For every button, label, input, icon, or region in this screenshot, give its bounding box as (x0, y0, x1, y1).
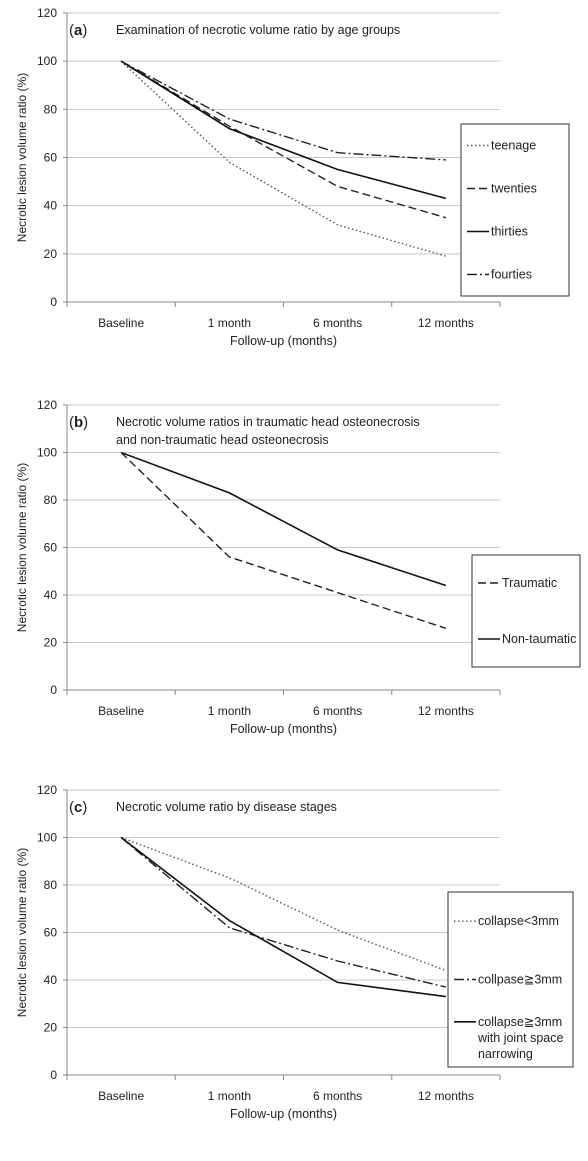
y-tick-label: 0 (50, 295, 57, 309)
chart-title: and non-traumatic head osteonecrosis (116, 433, 329, 447)
x-tick-label: 6 months (313, 1089, 362, 1103)
legend-label: fourties (491, 268, 532, 282)
y-tick-label: 80 (44, 102, 58, 116)
x-tick-label: Baseline (98, 1089, 144, 1103)
legend-label: thirties (491, 225, 528, 239)
chart-title: Examination of necrotic volume ratio by … (116, 23, 400, 37)
y-tick-label: 60 (44, 926, 58, 940)
chart-title: Necrotic volume ratios in traumatic head… (116, 415, 420, 429)
series-line-1 (120, 836, 447, 972)
series-line-3 (120, 836, 447, 998)
x-axis-label: Follow-up (months) (230, 1107, 337, 1121)
y-tick-label: 100 (37, 54, 57, 68)
legend-label: collapse≧3mm (478, 1015, 562, 1029)
y-tick-label: 120 (37, 783, 57, 797)
y-tick-label: 20 (44, 636, 58, 650)
series-line-2 (120, 60, 447, 219)
legend-label: twenties (491, 182, 537, 196)
x-tick-label: 6 months (313, 704, 362, 718)
legend-label: narrowing (478, 1047, 533, 1061)
series-line-2 (120, 836, 447, 988)
y-tick-label: 0 (50, 683, 57, 697)
panel-c: 0 20 40 60 80 100 120 Baseline 1 month 6 months 12… (15, 783, 574, 1121)
x-axis-label: Follow-up (months) (230, 722, 337, 736)
x-tick-label: 6 months (313, 316, 362, 330)
y-tick-label: 40 (44, 588, 58, 602)
x-tick-label: 1 month (208, 1089, 251, 1103)
legend-label: Non-taumatic (502, 632, 576, 646)
y-tick-label: 120 (37, 6, 57, 20)
panel-b: 0 20 40 60 80 100 120 Baseline 1 month 6 months 12… (15, 398, 581, 736)
legend-label: teenage (491, 139, 536, 153)
series-line-3 (120, 60, 447, 200)
y-tick-label: 20 (44, 1021, 58, 1035)
legend-label: Traumatic (502, 576, 557, 590)
panel-label: (c) (69, 799, 87, 816)
y-tick-label: 60 (44, 151, 58, 165)
chart-title: Necrotic volume ratio by disease stages (116, 800, 337, 814)
y-tick-label: 40 (44, 199, 58, 213)
panel-a: 0 20 40 60 80 100 120 Baseline 1 month 6 months 12… (15, 6, 570, 348)
y-tick-label: 60 (44, 541, 58, 555)
y-tick-label: 0 (50, 1068, 57, 1082)
legend-label: with joint space (477, 1031, 564, 1045)
y-tick-label: 120 (37, 398, 57, 412)
x-tick-label: 12 months (418, 1089, 474, 1103)
y-axis-label: Necrotic lesion volume ratio (%) (15, 73, 29, 242)
legend-box (460, 123, 570, 297)
y-tick-label: 100 (37, 831, 57, 845)
x-tick-label: 1 month (208, 316, 251, 330)
series-line-1 (120, 451, 447, 629)
x-tick-label: 1 month (208, 704, 251, 718)
legend-box (471, 554, 581, 668)
x-tick-label: 12 months (418, 316, 474, 330)
series-line-1 (120, 60, 447, 257)
y-tick-label: 40 (44, 973, 58, 987)
legend-label: collpase≧3mm (478, 973, 562, 987)
legend: Traumatic Non-taumatic (471, 554, 581, 668)
x-axis-label: Follow-up (months) (230, 334, 337, 348)
y-axis-label: Necrotic lesion volume ratio (%) (15, 848, 29, 1017)
series-line-4 (120, 60, 446, 161)
y-tick-label: 20 (44, 247, 58, 261)
x-tick-label: Baseline (98, 704, 144, 718)
y-axis-label: Necrotic lesion volume ratio (%) (15, 463, 29, 632)
series-line-2 (120, 451, 447, 587)
panel-label: (a) (69, 22, 87, 39)
legend-label: collapse<3mm (478, 914, 559, 928)
x-tick-label: 12 months (418, 704, 474, 718)
y-tick-label: 80 (44, 878, 58, 892)
legend: teenage twenties thirties fourties (460, 123, 570, 297)
x-tick-label: Baseline (98, 316, 144, 330)
legend: collapse<3mm collpase≧3mm collapse≧3mm with… (447, 891, 574, 1068)
y-tick-label: 80 (44, 493, 58, 507)
panel-label: (b) (69, 414, 88, 431)
y-tick-label: 100 (37, 446, 57, 460)
